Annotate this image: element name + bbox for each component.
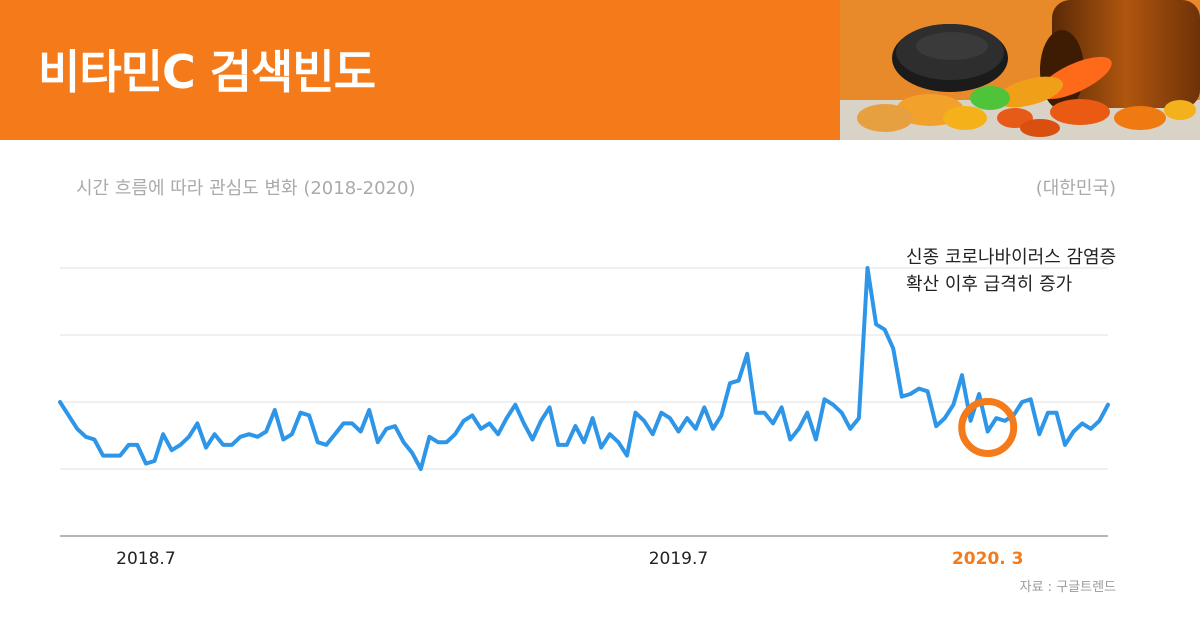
region-label: (대한민국) xyxy=(1035,178,1116,199)
x-tick-label-3: 2020. 3 xyxy=(952,549,1024,569)
x-tick-label-1: 2018.7 xyxy=(116,549,175,569)
source-note: 자료 : 구글트렌드 xyxy=(1019,580,1116,595)
chart-subtitle: 시간 흐름에 따라 관심도 변화 (2018-2020) xyxy=(76,178,416,199)
peak-annotation: 신종 코로나바이러스 감염증 확산 이후 급격히 증가 xyxy=(906,244,1116,298)
annotation-line-2: 확산 이후 급격히 증가 xyxy=(906,274,1073,295)
series-line xyxy=(58,266,1110,471)
header-banner: 비타민C 검색빈도 xyxy=(0,0,1200,140)
x-tick-label-2: 2019.7 xyxy=(649,549,708,569)
annotation-line-1: 신종 코로나바이러스 감염증 xyxy=(906,247,1117,268)
peak-highlight-circle xyxy=(958,397,1018,457)
page-title: 비타민C 검색빈도 xyxy=(38,45,376,99)
vitamin-pills-illustration xyxy=(840,0,1200,140)
